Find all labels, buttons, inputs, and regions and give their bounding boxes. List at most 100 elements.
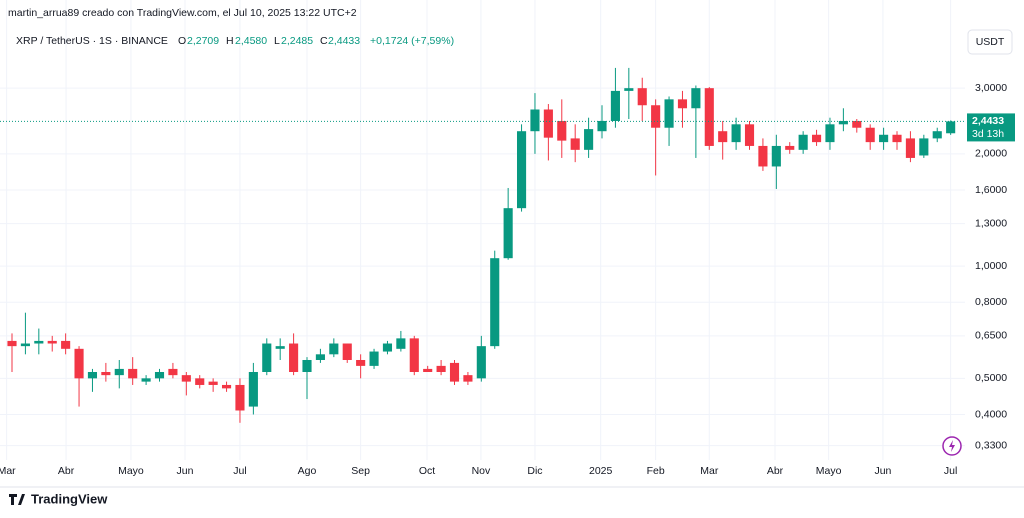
- candle-body: [892, 134, 902, 143]
- candle-body: [543, 109, 553, 138]
- candle-body: [785, 145, 795, 150]
- candle-body: [382, 343, 393, 352]
- candle-body: [798, 134, 808, 150]
- candle-body: [181, 375, 191, 382]
- legend-o: O: [178, 35, 186, 47]
- candle-body: [315, 354, 325, 360]
- candle-body: [651, 105, 661, 128]
- legend-open: 2,2709: [187, 35, 219, 47]
- candle-body: [168, 368, 178, 376]
- x-tick-label: Jun: [874, 465, 891, 477]
- candle-body: [141, 378, 151, 382]
- y-tick-label: 0,5000: [975, 372, 1007, 384]
- legend-c: C: [320, 35, 328, 47]
- x-tick-label: Nov: [472, 465, 491, 477]
- y-tick-label: 1,3000: [975, 217, 1007, 229]
- candle-body: [919, 138, 929, 156]
- candle-body: [744, 124, 755, 146]
- candle-body: [610, 90, 620, 121]
- candle-body: [34, 340, 44, 344]
- last-price-box: [967, 113, 1015, 142]
- candle-body: [516, 131, 527, 209]
- legend-high: 2,4580: [235, 35, 267, 47]
- candle-body: [262, 343, 272, 372]
- candle-body: [584, 129, 594, 150]
- y-tick-label: 3,0000: [975, 82, 1007, 94]
- candle-body: [476, 346, 486, 379]
- candle-body: [490, 258, 500, 347]
- candle-body: [811, 134, 822, 143]
- x-tick-label: Mar: [0, 465, 16, 477]
- x-tick-label: Mayo: [816, 465, 842, 477]
- legend-close: 2,4433: [328, 35, 360, 47]
- candle-body: [221, 384, 232, 389]
- attribution: martin_arrua89 creado con TradingView.co…: [8, 7, 357, 19]
- candle-body: [932, 131, 942, 139]
- currency[interactable]: USDT: [976, 36, 1005, 48]
- candle-body: [463, 375, 473, 382]
- candle-body: [369, 351, 379, 366]
- candle-body: [664, 99, 674, 128]
- candle-body: [704, 88, 714, 146]
- candle-body: [637, 88, 647, 106]
- candle-body: [570, 138, 580, 150]
- y-tick-label: 0,6500: [975, 330, 1007, 342]
- y-tick-label: 0,4000: [975, 408, 1007, 420]
- candle-body: [624, 88, 634, 91]
- y-tick-label: 1,0000: [975, 260, 1007, 272]
- candle-body: [235, 384, 245, 411]
- y-tick-label: 2,0000: [975, 148, 1007, 160]
- candle-body: [289, 343, 299, 372]
- brand-name: TradingView: [31, 491, 108, 506]
- candle-body: [342, 343, 352, 360]
- y-tick-label: 0,8000: [975, 296, 1007, 308]
- candles: [0, 67, 965, 423]
- x-tick-label: Abr: [58, 465, 75, 477]
- candle-body: [691, 88, 701, 109]
- x-tick-label: Mar: [700, 465, 719, 477]
- candle-body: [503, 208, 513, 259]
- candle-body: [557, 120, 567, 141]
- x-tick-label: Ago: [298, 465, 317, 477]
- x-tick-label: Dic: [527, 465, 542, 477]
- x-tick-label: Jun: [177, 465, 194, 477]
- candle-body: [409, 338, 419, 372]
- x-tick-label: Mayo: [118, 465, 144, 477]
- candle-body: [838, 120, 848, 125]
- candle-body: [329, 343, 339, 355]
- candle-body: [74, 348, 84, 379]
- candle-body: [423, 368, 433, 372]
- y-tick-label: 1,6000: [975, 184, 1007, 196]
- candle-body: [530, 109, 540, 132]
- candle-body: [248, 371, 258, 407]
- candle-body: [597, 120, 607, 132]
- candle-body: [718, 131, 728, 143]
- x-tick-label: Abr: [767, 465, 784, 477]
- candle-body: [449, 362, 460, 382]
- legend-h: H: [226, 35, 234, 47]
- candle-body: [865, 127, 875, 143]
- candle-body: [302, 359, 312, 372]
- candle-body: [208, 381, 218, 385]
- x-tick-label: 2025: [589, 465, 613, 477]
- candle-body: [771, 145, 781, 167]
- x-tick-label: Sep: [351, 465, 370, 477]
- grid: [0, 0, 965, 460]
- candle-body: [356, 359, 366, 366]
- candle-body: [852, 120, 862, 128]
- candle-body: [275, 346, 285, 349]
- currency-button[interactable]: [967, 29, 1013, 55]
- candle-body: [195, 378, 205, 385]
- candle-body: [946, 121, 956, 134]
- legend-change: +0,1724 (+7,59%): [370, 35, 454, 47]
- x-tick-label: Jul: [233, 465, 246, 477]
- candle-body: [154, 371, 165, 379]
- alert-bolt: [949, 440, 955, 452]
- brand-logo: [9, 494, 25, 505]
- candle-body: [396, 338, 406, 349]
- candle-body: [114, 368, 124, 376]
- legend-low: 2,2485: [281, 35, 313, 47]
- x-tick-label: Jul: [944, 465, 957, 477]
